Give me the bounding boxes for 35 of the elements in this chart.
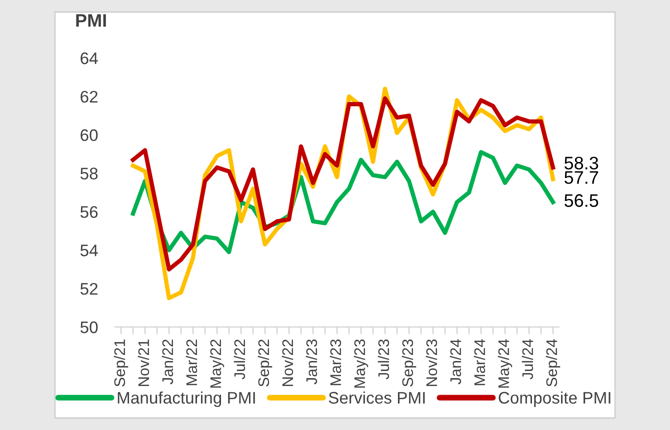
- x-tick-label: May/24: [498, 339, 512, 388]
- y-tick-label: 50: [80, 321, 98, 334]
- x-tick-label: May/22: [210, 340, 224, 388]
- x-tick-label: Jul/22: [234, 340, 246, 380]
- x-tick-label: Jul/23: [378, 339, 390, 380]
- chart-title: PMI: [76, 14, 106, 27]
- data-label: 57.7: [564, 171, 598, 184]
- y-tick-label: 64: [80, 52, 98, 64]
- x-tick-label: Jan/23: [306, 339, 318, 384]
- x-tick-label: Jul/24: [522, 339, 534, 380]
- y-tick-label: 56: [80, 206, 98, 218]
- y-tick-label: 58: [80, 168, 98, 180]
- x-tick-label: Nov/21: [138, 340, 150, 386]
- legend-label: Services PMI: [328, 391, 425, 404]
- x-tick-label: Mar/22: [186, 340, 198, 386]
- x-tick-label: Mar/24: [474, 339, 486, 386]
- y-tick-label: 52: [80, 282, 98, 295]
- y-tick-label: 62: [80, 90, 98, 103]
- data-label: 58.3: [564, 156, 598, 170]
- legend-label: Composite PMI: [498, 391, 610, 407]
- data-label: 56.5: [564, 194, 598, 207]
- line-series: [130, 96, 556, 272]
- x-tick-label: Sep/21: [114, 340, 128, 387]
- x-tick-label: Jan/24: [450, 339, 462, 384]
- x-tick-label: Nov/22: [282, 340, 294, 386]
- legend-label: Manufacturing PMI: [118, 391, 255, 407]
- x-tick-label: Sep/23: [402, 339, 416, 387]
- x-tick-label: Nov/23: [426, 339, 438, 386]
- y-tick-label: 60: [80, 129, 98, 142]
- x-tick-label: Mar/23: [330, 339, 342, 386]
- y-tick-label: 54: [80, 244, 98, 256]
- x-tick-label: Sep/24: [546, 339, 560, 387]
- x-tick-label: Sep/22: [258, 340, 272, 387]
- x-tick-label: May/23: [354, 339, 368, 388]
- x-tick-label: Jan/22: [162, 340, 174, 384]
